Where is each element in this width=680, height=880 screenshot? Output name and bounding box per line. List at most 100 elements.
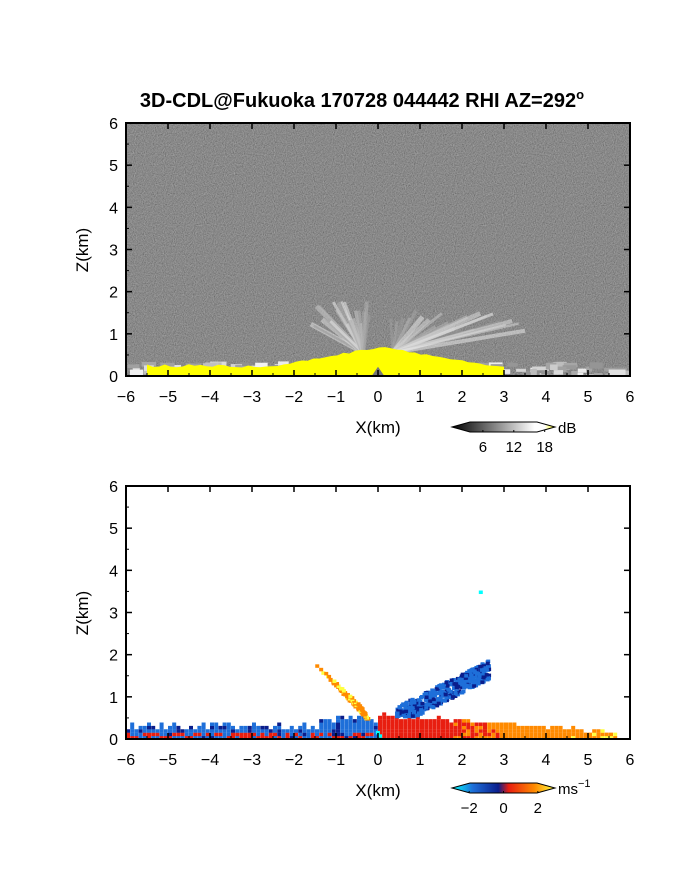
bottom-positive-layer-cell: [495, 725, 500, 730]
bottom-negative-layer-cell: [201, 725, 206, 730]
bottom-positive-layer-cell: [508, 725, 513, 730]
bottom-negative-layer-cell: [315, 729, 319, 733]
bottom-negative-layer-cell: [260, 732, 265, 737]
bottom-positive-layer-cell: [516, 732, 521, 737]
bottom-positive-layer-cell: [407, 722, 412, 727]
bottom-negative-layer-cell: [298, 736, 303, 739]
bottom-negative-layer-cell: [306, 736, 311, 739]
bottom-positive-layer-cell: [436, 715, 441, 720]
bottom-negative-layer-cell: [168, 725, 172, 730]
bottom-negative-layer-cell: [365, 736, 370, 739]
bottom-positive-layer-cell: [562, 729, 567, 733]
bottom-negative-layer-cell: [336, 715, 340, 720]
bottom-negative-layer-cell: [369, 722, 374, 727]
bottom-positive-layer-cell: [390, 715, 395, 720]
bottom-positive-layer-cell: [537, 729, 542, 733]
bottom-negative-layer-cell: [352, 732, 357, 737]
bottom-isolated-echo: [478, 590, 483, 595]
bottom-negative-layer-cell: [159, 725, 164, 730]
bottom-negative-layer-cell: [231, 732, 235, 737]
bottom-negative-layer-cell: [369, 719, 374, 723]
bottom-positive-layer-cell: [436, 722, 441, 727]
bottom-negative-plume-cell: [416, 711, 421, 715]
bottom-negative-plume-cell: [428, 699, 433, 703]
bottom-negative-layer-cell: [340, 722, 345, 727]
bottom-positive-layer-cell: [483, 736, 487, 739]
bottom-negative-layer-cell: [310, 732, 315, 737]
bottom-positive-layer-cell: [420, 736, 424, 739]
top-strong-echo: [147, 347, 504, 376]
bottom-negative-plume-cell: [453, 694, 458, 698]
top-beam-streak: [362, 314, 371, 354]
bottom-negative-layer-cell: [239, 736, 244, 739]
bottom-positive-layer-cell: [424, 725, 429, 730]
bottom-positive-layer-cell: [554, 729, 559, 733]
bottom-positive-layer-cell: [394, 736, 399, 739]
bottom-x-tick-label: −1: [327, 752, 345, 769]
bottom-positive-layer-cell: [466, 729, 471, 733]
bottom-positive-layer-cell: [445, 729, 450, 733]
bottom-negative-layer-cell: [151, 725, 156, 730]
bottom-negative-plume-cell: [401, 702, 406, 707]
bottom-plot-area: [126, 486, 630, 739]
bottom-negative-layer-cell: [344, 719, 349, 723]
bottom-negative-layer-cell: [210, 732, 214, 737]
bottom-positive-layer-cell: [546, 729, 550, 733]
bottom-negative-layer-cell: [252, 725, 256, 730]
bottom-positive-layer-cell: [491, 725, 496, 730]
bottom-positive-layer-cell: [478, 725, 483, 730]
bottom-negative-plume-cell: [398, 711, 403, 716]
bottom-negative-layer-cell: [268, 732, 273, 737]
bottom-positive-layer-cell: [415, 722, 420, 727]
bottom-negative-plume-cell: [478, 664, 483, 669]
bottom-negative-layer-cell: [298, 725, 303, 730]
top-x-tick-label: 1: [416, 389, 425, 406]
bottom-positive-layer-cell: [529, 736, 534, 739]
bottom-positive-layer-cell: [571, 725, 576, 730]
bottom-positive-layer-cell: [470, 732, 475, 737]
bottom-positive-layer-cell: [441, 719, 445, 723]
bottom-positive-layer-cell: [386, 719, 391, 723]
top-gray-layer-cell: [553, 370, 564, 375]
bottom-positive-layer-cell: [424, 732, 429, 737]
bottom-negative-layer-cell: [352, 719, 357, 723]
bottom-positive-layer-cell: [483, 725, 487, 730]
bottom-negative-plume-cell: [444, 686, 449, 690]
bottom-positive-layer-cell: [487, 736, 492, 739]
bottom-positive-layer-cell: [462, 719, 466, 723]
bottom-positive-layer-cell: [399, 729, 403, 733]
top-gray-layer-cell: [507, 362, 518, 367]
bottom-negative-layer-cell: [264, 736, 269, 739]
bottom-positive-streak-cell: [327, 674, 332, 679]
bottom-positive-layer-cell: [453, 729, 458, 733]
bottom-negative-plume-cell: [428, 695, 433, 699]
bottom-negative-plume-cell: [469, 676, 474, 680]
bottom-positive-layer-cell: [567, 732, 571, 737]
top-y-tick-label: 3: [109, 243, 118, 260]
bottom-colorbar-tick-label: 2: [534, 800, 542, 817]
bottom-positive-layer-cell: [403, 722, 408, 727]
bottom-positive-layer-cell: [508, 732, 513, 737]
bottom-negative-layer-cell: [352, 722, 357, 727]
bottom-negative-layer-cell: [323, 736, 328, 739]
bottom-negative-layer-cell: [369, 732, 374, 737]
bottom-negative-layer-cell: [327, 732, 332, 737]
bottom-negative-layer-cell: [310, 725, 315, 730]
bottom-negative-layer-cell: [294, 736, 298, 739]
bottom-x-tick-label: −3: [243, 752, 261, 769]
top-x-tick-label: −5: [159, 389, 177, 406]
bottom-negative-layer-cell: [126, 736, 130, 739]
top-noise-texture: [126, 123, 630, 376]
bottom-negative-plume-cell: [444, 698, 449, 703]
bottom-y-tick-label: 0: [109, 732, 118, 749]
top-gray-layer-cell: [553, 361, 567, 368]
bottom-negative-layer-cell: [205, 729, 210, 733]
bottom-negative-layer-cell: [285, 732, 290, 737]
bottom-positive-layer-cell: [558, 725, 563, 730]
bottom-negative-layer-cell: [176, 732, 181, 737]
bottom-negative-layer-cell: [336, 719, 340, 723]
bottom-negative-layer-cell: [210, 725, 214, 730]
bottom-negative-layer-cell: [336, 722, 340, 727]
bottom-negative-plume-cell: [437, 684, 442, 688]
bottom-positive-layer-cell: [470, 736, 475, 739]
